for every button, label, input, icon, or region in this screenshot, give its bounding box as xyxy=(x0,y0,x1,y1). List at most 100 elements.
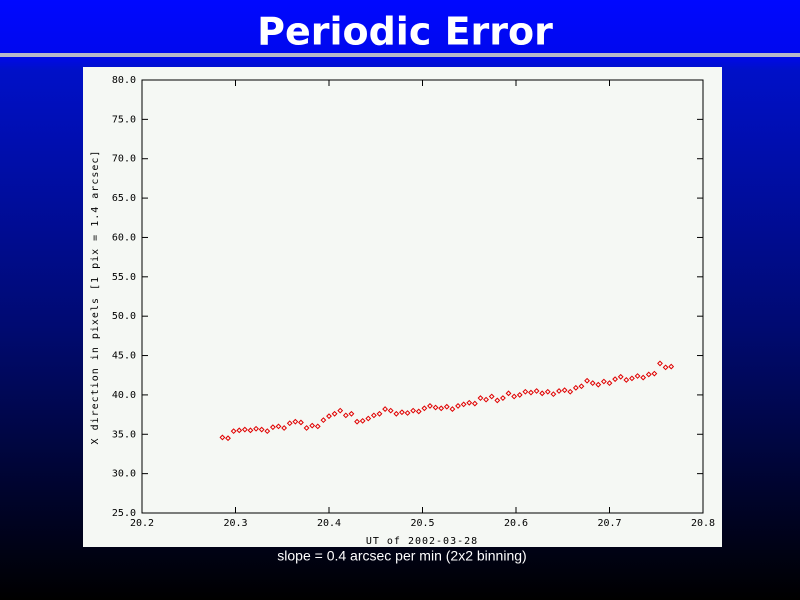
data-point xyxy=(303,425,310,431)
data-point xyxy=(253,425,259,432)
chart-panel xyxy=(83,67,722,547)
data-point xyxy=(550,391,557,398)
data-point xyxy=(494,397,501,404)
x-tick-label: 20.7 xyxy=(597,518,621,529)
y-tick-label: 65.0 xyxy=(112,193,136,204)
data-point xyxy=(326,413,332,420)
data-point xyxy=(281,425,288,431)
y-tick-label: 40.0 xyxy=(112,390,136,401)
y-tick-label: 60.0 xyxy=(112,232,136,243)
data-point xyxy=(600,378,607,385)
data-point xyxy=(331,410,338,417)
y-tick-label: 35.0 xyxy=(112,429,136,440)
data-point xyxy=(421,405,428,412)
data-point xyxy=(516,392,523,398)
data-point xyxy=(539,390,546,397)
x-tick-label: 20.2 xyxy=(130,518,154,529)
data-point xyxy=(320,417,327,424)
data-point xyxy=(561,387,568,394)
y-tick-label: 80.0 xyxy=(112,75,136,86)
y-axis-title: X direction in pixels [1 pix = 1.4 arcse… xyxy=(90,150,101,445)
data-point xyxy=(269,424,276,431)
data-point xyxy=(500,395,506,401)
data-point xyxy=(376,410,383,417)
data-point xyxy=(567,388,574,395)
data-point xyxy=(427,403,433,409)
data-point xyxy=(533,388,540,394)
x-axis-title: UT of 2002-03-28 xyxy=(366,536,478,547)
data-point xyxy=(247,427,254,434)
data-point xyxy=(370,412,377,419)
x-tick-label: 20.4 xyxy=(317,518,341,529)
slide-title: Periodic Error xyxy=(257,10,553,54)
data-point xyxy=(342,412,349,419)
data-point xyxy=(230,428,237,435)
data-point xyxy=(298,419,304,426)
data-point xyxy=(365,415,372,422)
data-point xyxy=(382,406,389,412)
data-point xyxy=(488,393,495,400)
x-tick-label: 20.5 xyxy=(410,518,434,529)
data-point xyxy=(572,384,579,391)
data-point xyxy=(634,373,641,379)
data-point xyxy=(292,418,299,425)
data-point xyxy=(651,370,658,377)
data-point xyxy=(505,390,512,397)
x-tick-label: 20.6 xyxy=(504,518,528,529)
data-point xyxy=(309,422,316,429)
y-tick-label: 50.0 xyxy=(112,311,136,322)
data-point xyxy=(393,410,400,417)
data-point xyxy=(404,410,411,416)
data-point xyxy=(612,376,619,383)
data-point xyxy=(443,403,450,410)
data-point xyxy=(589,380,596,387)
data-point xyxy=(617,373,624,380)
data-point xyxy=(337,407,344,414)
data-point xyxy=(415,408,422,415)
data-point xyxy=(483,396,489,403)
data-point xyxy=(241,426,248,433)
data-point xyxy=(578,383,585,390)
caption: slope = 0.4 arcsec per min (2x2 binning) xyxy=(277,548,526,564)
data-point xyxy=(258,426,265,433)
data-point xyxy=(460,401,467,408)
data-point xyxy=(275,423,282,430)
y-tick-label: 45.0 xyxy=(112,351,136,362)
plot-layer: 25.0 30.0 35.0 40.0 45.0 50.0 55.0 60.0 65.0 70.0… xyxy=(112,75,715,529)
data-point xyxy=(399,409,405,416)
data-point xyxy=(354,418,360,425)
data-point xyxy=(466,399,473,406)
data-point xyxy=(544,388,551,395)
data-point xyxy=(668,363,675,370)
y-tick-label: 25.0 xyxy=(112,508,136,519)
x-tick-label: 20.8 xyxy=(691,518,715,529)
y-tick-label: 55.0 xyxy=(112,272,136,283)
data-point xyxy=(477,395,484,401)
y-tick-label: 75.0 xyxy=(112,114,136,125)
y-tick-label: 70.0 xyxy=(112,154,136,165)
data-point xyxy=(657,360,663,367)
data-point xyxy=(432,404,439,411)
data-point xyxy=(449,406,456,412)
data-point xyxy=(455,403,461,409)
data-point xyxy=(556,388,562,394)
data-point xyxy=(640,374,647,381)
data-point xyxy=(225,435,231,442)
data-point xyxy=(359,417,366,424)
data-point xyxy=(264,428,271,435)
data-point xyxy=(662,364,669,371)
data-point xyxy=(528,389,534,396)
data-point xyxy=(511,393,518,400)
data-point xyxy=(584,377,590,384)
data-point xyxy=(438,405,445,412)
data-point xyxy=(387,407,394,414)
data-point xyxy=(595,381,602,388)
data-point xyxy=(645,371,652,378)
data-point xyxy=(623,377,630,383)
y-tick-label: 30.0 xyxy=(112,469,136,480)
data-point xyxy=(522,388,529,395)
data-point xyxy=(314,423,321,430)
title-rule xyxy=(0,53,800,57)
